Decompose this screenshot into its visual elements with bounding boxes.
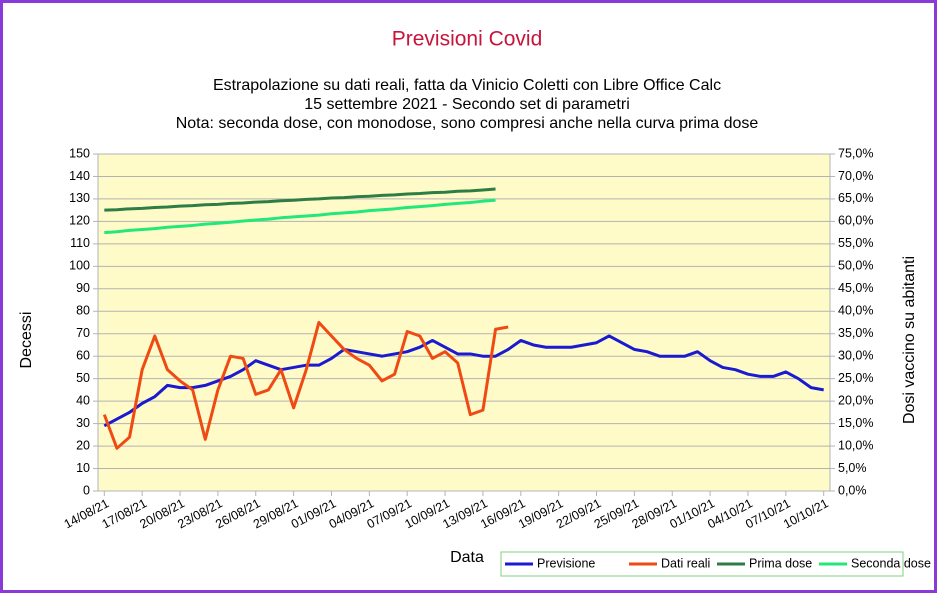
y-tick-label: 0 <box>83 483 90 497</box>
y-tick-label: 90 <box>76 281 90 295</box>
y-tick-label: 40 <box>76 393 90 407</box>
y-tick-label: 80 <box>76 304 90 318</box>
series-line <box>103 334 824 428</box>
plot-area <box>98 154 830 491</box>
y2-tick-label: 45,0% <box>838 281 873 295</box>
y2-tick-label: 15,0% <box>838 416 873 430</box>
legend-label: Previsione <box>537 556 595 570</box>
y2-tick-label: 55,0% <box>838 236 873 250</box>
y2-tick-label: 0,0% <box>838 483 867 497</box>
y2-tick-label: 30,0% <box>838 348 873 362</box>
y2-tick-label: 25,0% <box>838 371 873 385</box>
legend-label: Seconda dose <box>851 556 931 570</box>
y2-tick-label: 70,0% <box>838 169 873 183</box>
subtitle: Nota: seconda dose, con monodose, sono c… <box>176 115 759 132</box>
y-tick-label: 50 <box>76 371 90 385</box>
y2-tick-label: 20,0% <box>838 393 873 407</box>
y-tick-label: 130 <box>69 191 90 205</box>
y-tick-label: 60 <box>76 348 90 362</box>
series-line <box>102 321 509 450</box>
x-axis-label: Data <box>450 549 484 566</box>
subtitle: Estrapolazione su dati reali, fatta da V… <box>213 77 721 94</box>
y2-tick-label: 75,0% <box>838 146 873 160</box>
y-tick-label: 120 <box>69 214 90 228</box>
y-tick-label: 110 <box>70 236 90 250</box>
y-tick-label: 140 <box>69 169 90 183</box>
y-tick-label: 20 <box>76 438 90 452</box>
legend-label: Dati reali <box>661 556 710 570</box>
y-tick-label: 70 <box>76 326 90 340</box>
y2-tick-label: 35,0% <box>838 326 873 340</box>
legend-label: Prima dose <box>749 556 812 570</box>
y-tick-label: 10 <box>76 461 90 475</box>
y2-tick-label: 50,0% <box>838 259 873 273</box>
y2-tick-label: 65,0% <box>838 191 873 205</box>
subtitle: 15 settembre 2021 - Secondo set di param… <box>304 96 630 113</box>
chart-title: Previsioni Covid <box>392 28 543 51</box>
y2-tick-label: 5,0% <box>838 461 867 475</box>
y-tick-label: 100 <box>69 259 90 273</box>
y2-tick-label: 10,0% <box>838 438 873 452</box>
y-tick-label: 150 <box>69 146 90 160</box>
y2-axis-label: Dosi vaccino su abitanti <box>901 256 918 424</box>
y-tick-label: 30 <box>76 416 90 430</box>
y-axis-label: Decessi <box>18 312 35 369</box>
y2-tick-label: 40,0% <box>838 304 873 318</box>
series-line <box>104 187 496 212</box>
series-line <box>104 198 496 235</box>
y2-tick-label: 60,0% <box>838 214 873 228</box>
